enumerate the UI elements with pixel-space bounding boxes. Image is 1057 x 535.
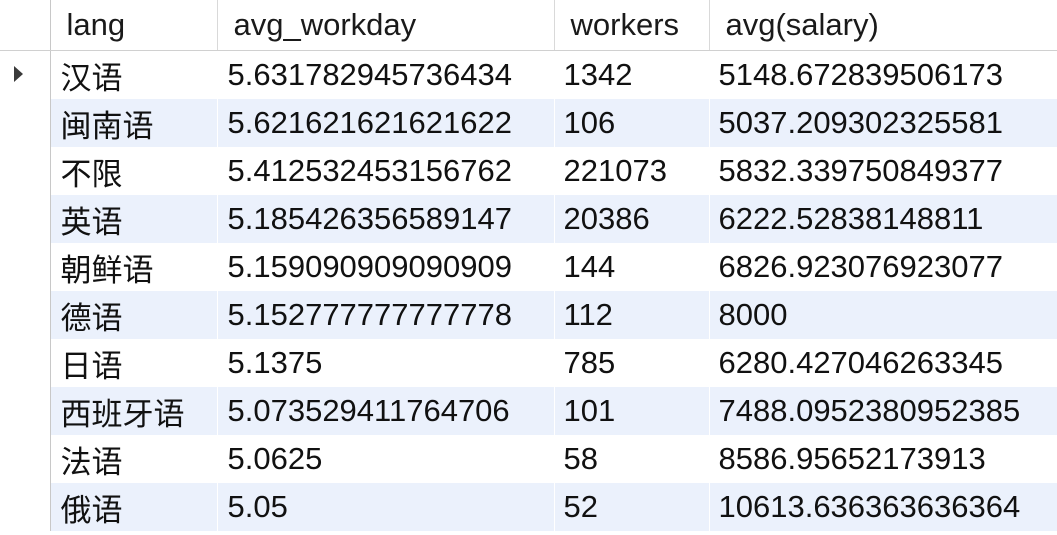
cell-workers[interactable]: 58 bbox=[554, 435, 710, 483]
cell-avg-salary[interactable]: 8586.95652173913 bbox=[709, 435, 1057, 483]
cell-avg-workday[interactable]: 5.0625 bbox=[217, 435, 555, 483]
cell-workers[interactable]: 20386 bbox=[554, 195, 710, 243]
column-header-avg-workday[interactable]: avg_workday bbox=[217, 0, 555, 51]
column-header-avg-salary[interactable]: avg(salary) bbox=[709, 0, 1057, 51]
table-row[interactable]: 日语 5.1375 785 6280.427046263345 bbox=[0, 339, 1057, 387]
column-header-lang[interactable]: lang bbox=[50, 0, 218, 51]
table-row[interactable]: 不限 5.412532453156762 221073 5832.3397508… bbox=[0, 147, 1057, 195]
row-indicator[interactable] bbox=[0, 195, 51, 243]
table-row[interactable]: 闽南语 5.621621621621622 106 5037.209302325… bbox=[0, 99, 1057, 147]
row-indicator[interactable] bbox=[0, 387, 51, 435]
cell-lang[interactable]: 朝鲜语 bbox=[50, 243, 218, 291]
cell-avg-salary[interactable]: 6826.923076923077 bbox=[709, 243, 1057, 291]
cell-workers[interactable]: 112 bbox=[554, 291, 710, 339]
cell-avg-workday[interactable]: 5.05 bbox=[217, 483, 555, 531]
row-indicator[interactable] bbox=[0, 243, 51, 291]
table-row[interactable]: 西班牙语 5.073529411764706 101 7488.09523809… bbox=[0, 387, 1057, 435]
row-indicator-header[interactable] bbox=[0, 0, 51, 51]
table-row[interactable]: 汉语 5.631782945736434 1342 5148.672839506… bbox=[0, 50, 1057, 99]
row-indicator[interactable] bbox=[0, 147, 51, 195]
cell-avg-workday[interactable]: 5.152777777777778 bbox=[217, 291, 555, 339]
row-indicator[interactable] bbox=[0, 50, 51, 99]
triangle-right-icon bbox=[14, 66, 23, 82]
cell-avg-salary[interactable]: 7488.0952380952385 bbox=[709, 387, 1057, 435]
cell-avg-salary[interactable]: 5832.339750849377 bbox=[709, 147, 1057, 195]
column-header-workers[interactable]: workers bbox=[554, 0, 710, 51]
row-indicator[interactable] bbox=[0, 435, 51, 483]
cell-workers[interactable]: 221073 bbox=[554, 147, 710, 195]
cell-lang[interactable]: 西班牙语 bbox=[50, 387, 218, 435]
cell-workers[interactable]: 785 bbox=[554, 339, 710, 387]
cell-workers[interactable]: 1342 bbox=[554, 50, 710, 99]
cell-avg-workday[interactable]: 5.412532453156762 bbox=[217, 147, 555, 195]
table-row[interactable]: 德语 5.152777777777778 112 8000 bbox=[0, 291, 1057, 339]
table-row[interactable]: 英语 5.185426356589147 20386 6222.52838148… bbox=[0, 195, 1057, 243]
cell-lang[interactable]: 法语 bbox=[50, 435, 218, 483]
table-row[interactable]: 朝鲜语 5.159090909090909 144 6826.923076923… bbox=[0, 243, 1057, 291]
cell-avg-workday[interactable]: 5.1375 bbox=[217, 339, 555, 387]
cell-avg-salary[interactable]: 6280.427046263345 bbox=[709, 339, 1057, 387]
cell-avg-salary[interactable]: 5037.209302325581 bbox=[709, 99, 1057, 147]
cell-avg-workday[interactable]: 5.185426356589147 bbox=[217, 195, 555, 243]
table-row[interactable]: 俄语 5.05 52 10613.636363636364 bbox=[0, 483, 1057, 531]
row-indicator[interactable] bbox=[0, 99, 51, 147]
cell-workers[interactable]: 52 bbox=[554, 483, 710, 531]
cell-avg-workday[interactable]: 5.631782945736434 bbox=[217, 50, 555, 99]
cell-lang[interactable]: 俄语 bbox=[50, 483, 218, 531]
cell-lang[interactable]: 日语 bbox=[50, 339, 218, 387]
cell-avg-salary[interactable]: 8000 bbox=[709, 291, 1057, 339]
row-indicator[interactable] bbox=[0, 339, 51, 387]
cell-workers[interactable]: 101 bbox=[554, 387, 710, 435]
cell-avg-workday[interactable]: 5.159090909090909 bbox=[217, 243, 555, 291]
row-indicator[interactable] bbox=[0, 291, 51, 339]
cell-lang[interactable]: 德语 bbox=[50, 291, 218, 339]
cell-workers[interactable]: 106 bbox=[554, 99, 710, 147]
cell-avg-salary[interactable]: 5148.672839506173 bbox=[709, 50, 1057, 99]
row-indicator[interactable] bbox=[0, 483, 51, 531]
cell-workers[interactable]: 144 bbox=[554, 243, 710, 291]
cell-lang[interactable]: 不限 bbox=[50, 147, 218, 195]
cell-avg-workday[interactable]: 5.073529411764706 bbox=[217, 387, 555, 435]
cell-avg-salary[interactable]: 6222.52838148811 bbox=[709, 195, 1057, 243]
cell-avg-workday[interactable]: 5.621621621621622 bbox=[217, 99, 555, 147]
header-row: lang avg_workday workers avg(salary) bbox=[0, 0, 1057, 51]
cell-lang[interactable]: 闽南语 bbox=[50, 99, 218, 147]
cell-lang[interactable]: 汉语 bbox=[50, 50, 218, 99]
table-row[interactable]: 法语 5.0625 58 8586.95652173913 bbox=[0, 435, 1057, 483]
cell-avg-salary[interactable]: 10613.636363636364 bbox=[709, 483, 1057, 531]
cell-lang[interactable]: 英语 bbox=[50, 195, 218, 243]
